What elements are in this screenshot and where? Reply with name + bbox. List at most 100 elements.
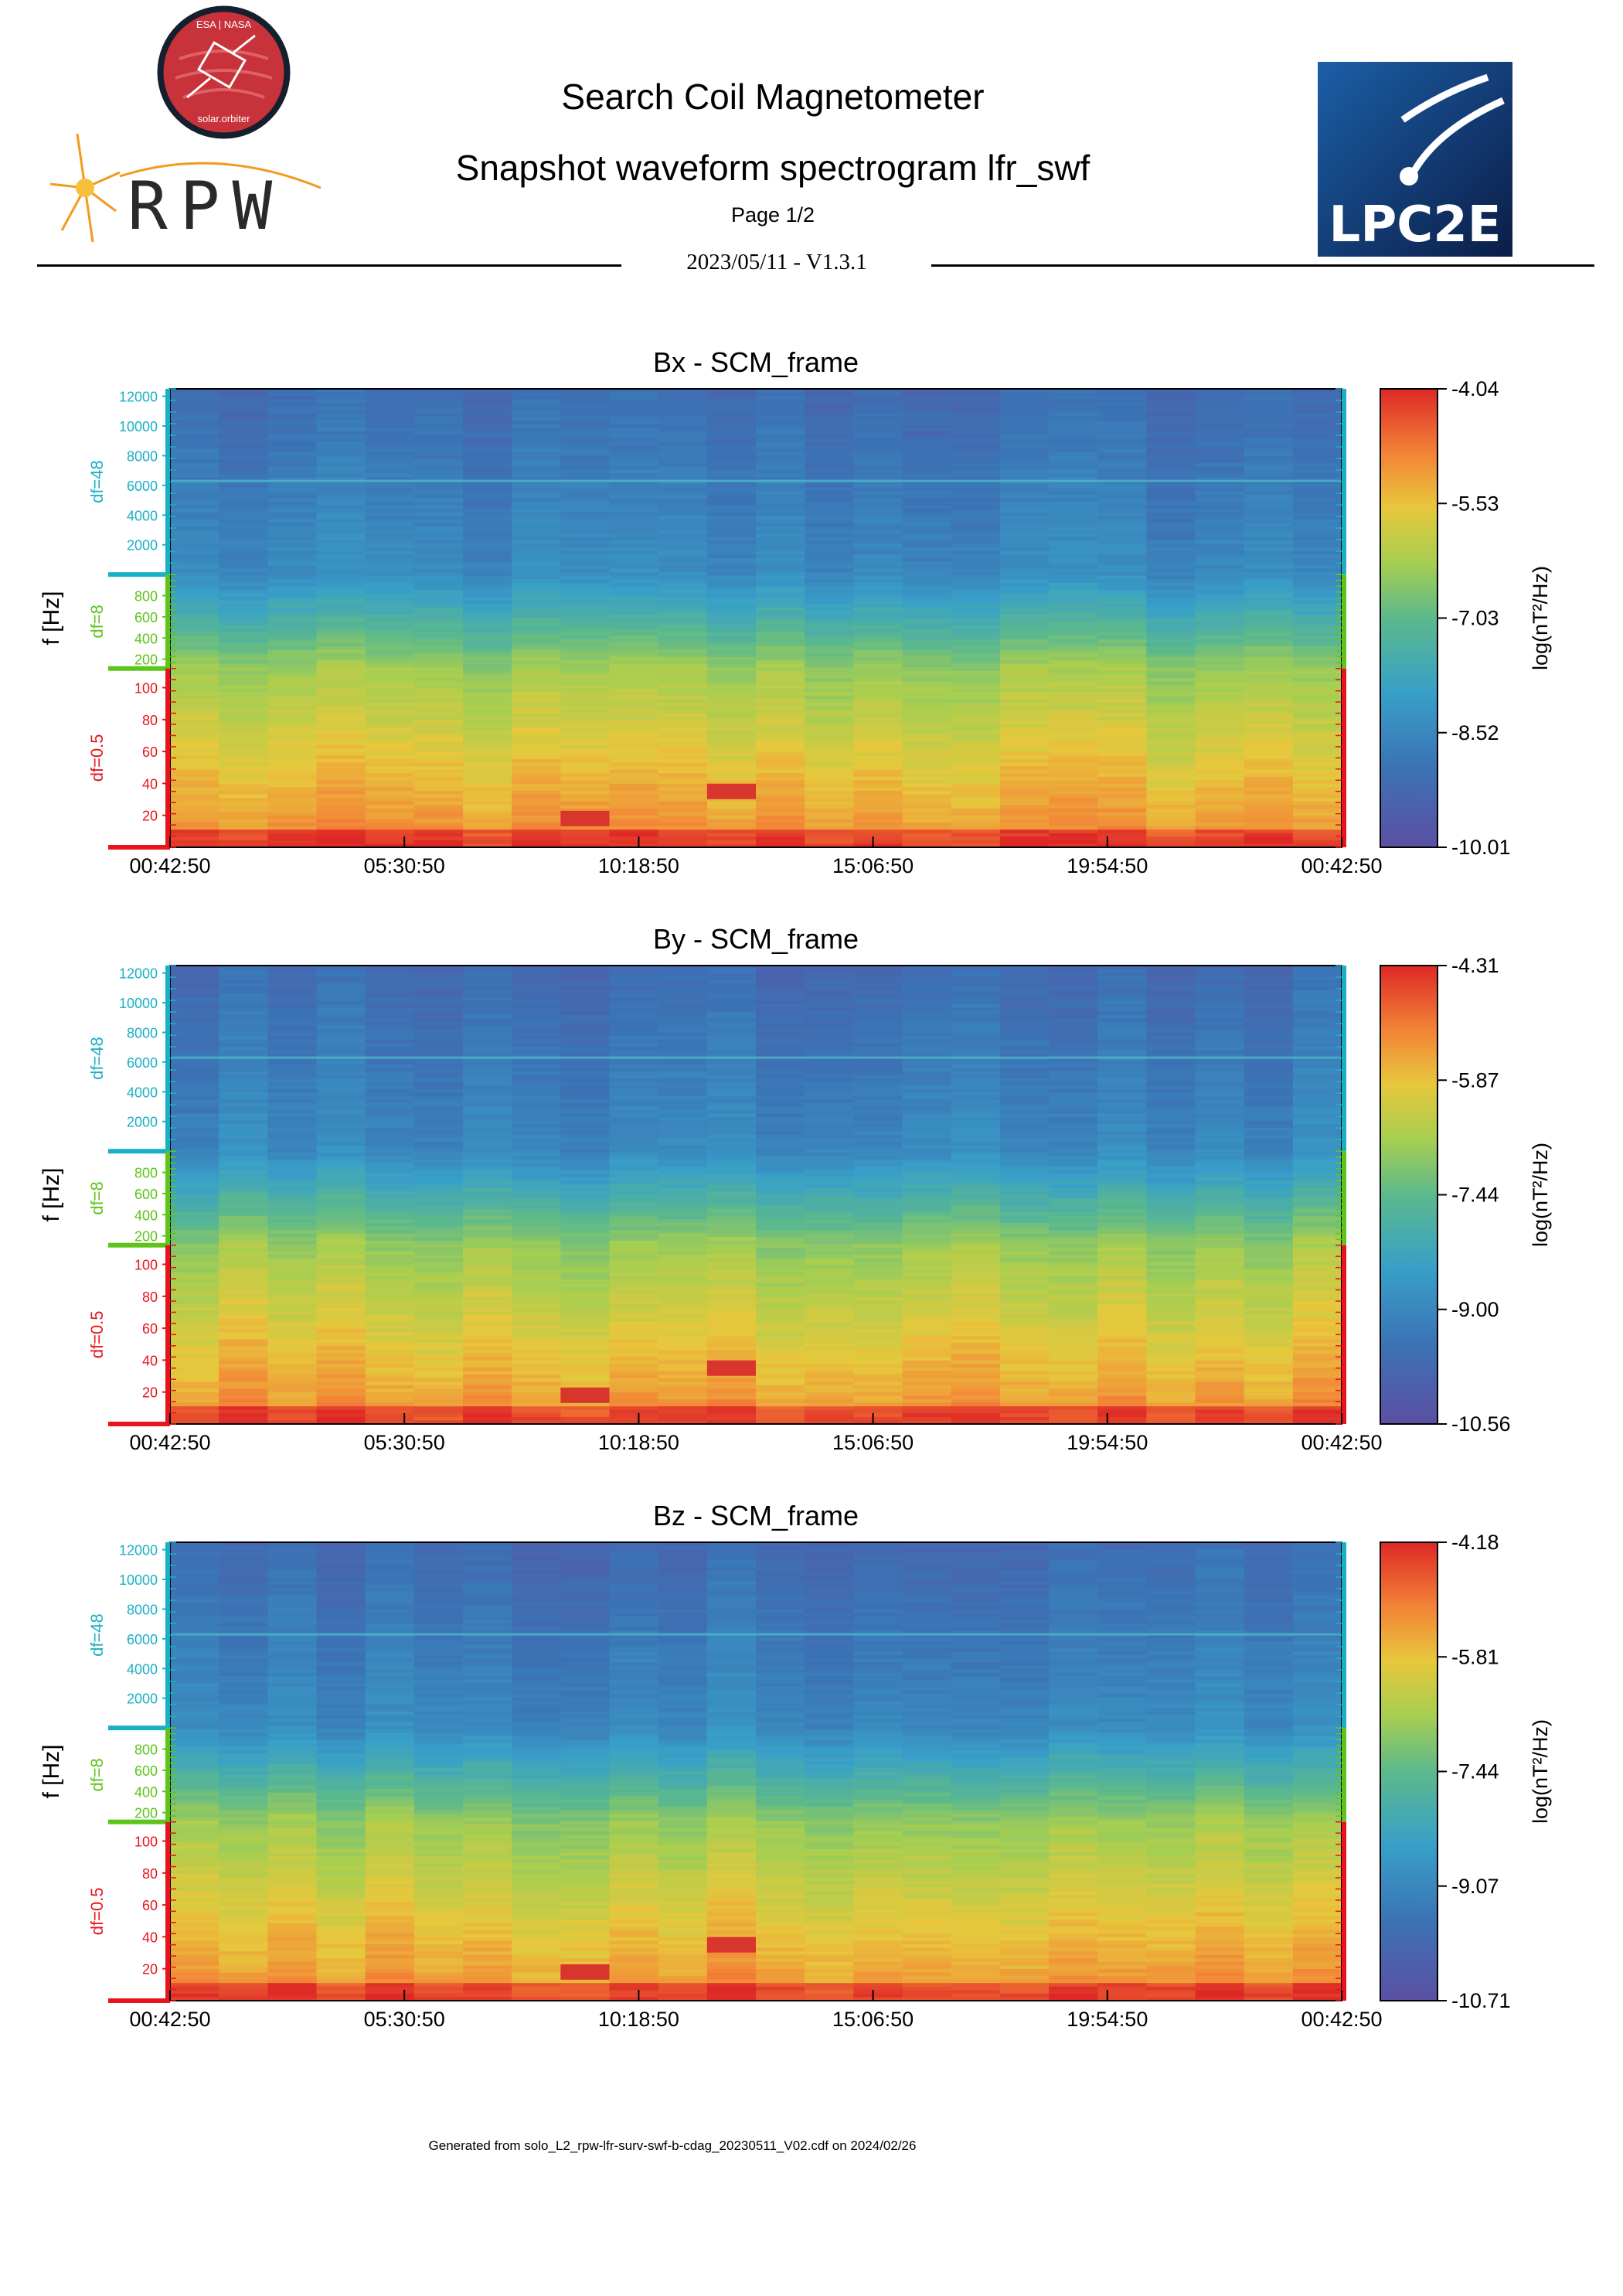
heatmap-cell <box>805 836 854 841</box>
band-axis-left <box>165 668 170 847</box>
heatmap-cell <box>609 734 659 739</box>
heatmap-cell <box>463 717 512 721</box>
heatmap-cell <box>805 758 854 764</box>
heatmap-cell <box>951 1014 1001 1020</box>
heatmap-cell <box>902 762 952 767</box>
heatmap-cell <box>853 629 903 633</box>
heatmap-cell <box>1244 639 1294 644</box>
heatmap-cell <box>316 653 366 658</box>
heatmap-cell <box>1146 473 1196 478</box>
heatmap-cell <box>1195 622 1245 626</box>
heatmap-cell <box>365 410 415 414</box>
heatmap-cell <box>706 1061 757 1065</box>
heatmap-cell <box>658 983 708 987</box>
heatmap-cell <box>1195 805 1245 809</box>
heatmap-cell <box>706 392 757 397</box>
heatmap-cell <box>1195 791 1245 795</box>
heatmap-cell <box>1146 1191 1196 1196</box>
heatmap-cell <box>756 1075 805 1079</box>
heatmap-cell <box>853 724 903 728</box>
heatmap-cell <box>1097 537 1147 541</box>
heatmap-cell <box>609 791 659 795</box>
heatmap-cell <box>1244 812 1294 816</box>
heatmap-cell <box>219 653 268 658</box>
heatmap-cell <box>267 653 318 658</box>
heatmap-cell <box>463 783 512 789</box>
heatmap-cell <box>560 441 611 446</box>
heatmap-cell <box>1097 755 1147 760</box>
heatmap-cell <box>951 1184 1001 1188</box>
heatmap-cell <box>609 688 659 693</box>
heatmap-cell <box>463 1011 512 1016</box>
heatmap-cell <box>805 1032 854 1037</box>
heatmap-cell <box>658 618 708 622</box>
heatmap-cell <box>219 413 268 418</box>
heatmap-cell <box>951 1099 1001 1104</box>
heatmap-cell <box>853 1025 903 1030</box>
heatmap-cell <box>706 396 757 400</box>
heatmap-cell <box>805 523 854 527</box>
heatmap-cell <box>658 434 708 439</box>
heatmap-cell <box>999 632 1050 636</box>
heatmap-cell <box>219 692 268 697</box>
heatmap-cell <box>658 710 708 714</box>
heatmap-cell <box>1244 1004 1294 1009</box>
heatmap-cell <box>512 1054 561 1058</box>
heatmap-cell <box>463 406 512 410</box>
heatmap-cell <box>609 1099 659 1104</box>
heatmap-cell <box>1097 699 1147 703</box>
heatmap-cell <box>756 1054 805 1058</box>
heatmap-cell <box>170 660 219 665</box>
heatmap-cell <box>512 1025 561 1030</box>
heatmap-cell <box>413 1064 464 1068</box>
heatmap-cell <box>1146 1170 1196 1174</box>
heatmap-cell <box>902 653 952 658</box>
heatmap-cell <box>267 731 318 735</box>
heatmap-cell <box>1097 1149 1147 1153</box>
heatmap-cell <box>316 646 366 651</box>
heatmap-cell <box>999 990 1050 995</box>
heatmap-cell <box>512 1113 561 1118</box>
heatmap-cell <box>219 976 268 980</box>
heatmap-cell <box>951 695 1001 700</box>
heatmap-cell <box>706 1078 757 1083</box>
heatmap-cell <box>267 663 318 668</box>
heatmap-cell <box>706 1138 757 1143</box>
heatmap-cell <box>609 523 659 527</box>
heatmap-cell <box>658 530 708 534</box>
heatmap-cell <box>512 1029 561 1034</box>
heatmap-cell <box>1195 1194 1245 1199</box>
heatmap-cell <box>463 477 512 482</box>
heatmap-cell <box>999 417 1050 421</box>
heatmap-cell <box>1244 674 1294 679</box>
heatmap-cell <box>902 1102 952 1108</box>
heatmap-cell <box>170 466 219 471</box>
heatmap-cell <box>1195 1106 1245 1111</box>
heatmap-cell <box>1146 699 1196 703</box>
heatmap-cell <box>805 417 854 421</box>
heatmap-cell <box>1146 1127 1196 1132</box>
heatmap-cell <box>560 1057 611 1061</box>
heatmap-cell <box>365 547 415 552</box>
heatmap-cell <box>219 1149 268 1153</box>
heatmap-cell <box>1049 1127 1098 1132</box>
heatmap-cell <box>999 498 1050 502</box>
heatmap-cell <box>512 776 561 781</box>
heatmap-cell <box>658 840 708 845</box>
heatmap-cell <box>658 713 708 717</box>
heatmap-cell <box>805 805 854 809</box>
heatmap-cell <box>1097 554 1147 559</box>
heatmap-cell <box>1195 1000 1245 1005</box>
heatmap-cell <box>413 836 464 841</box>
heatmap-cell <box>413 498 464 502</box>
heatmap-cell <box>512 688 561 693</box>
heatmap-cell <box>267 1007 318 1012</box>
heatmap-cell <box>1146 1029 1196 1034</box>
heatmap-cell <box>609 717 659 721</box>
heatmap-cell <box>267 505 318 509</box>
heatmap-cell <box>1195 1092 1245 1097</box>
heatmap-cell <box>560 600 611 605</box>
heatmap-cell <box>316 1000 366 1005</box>
heatmap-cell <box>706 674 757 679</box>
heatmap-cell <box>756 1110 805 1115</box>
